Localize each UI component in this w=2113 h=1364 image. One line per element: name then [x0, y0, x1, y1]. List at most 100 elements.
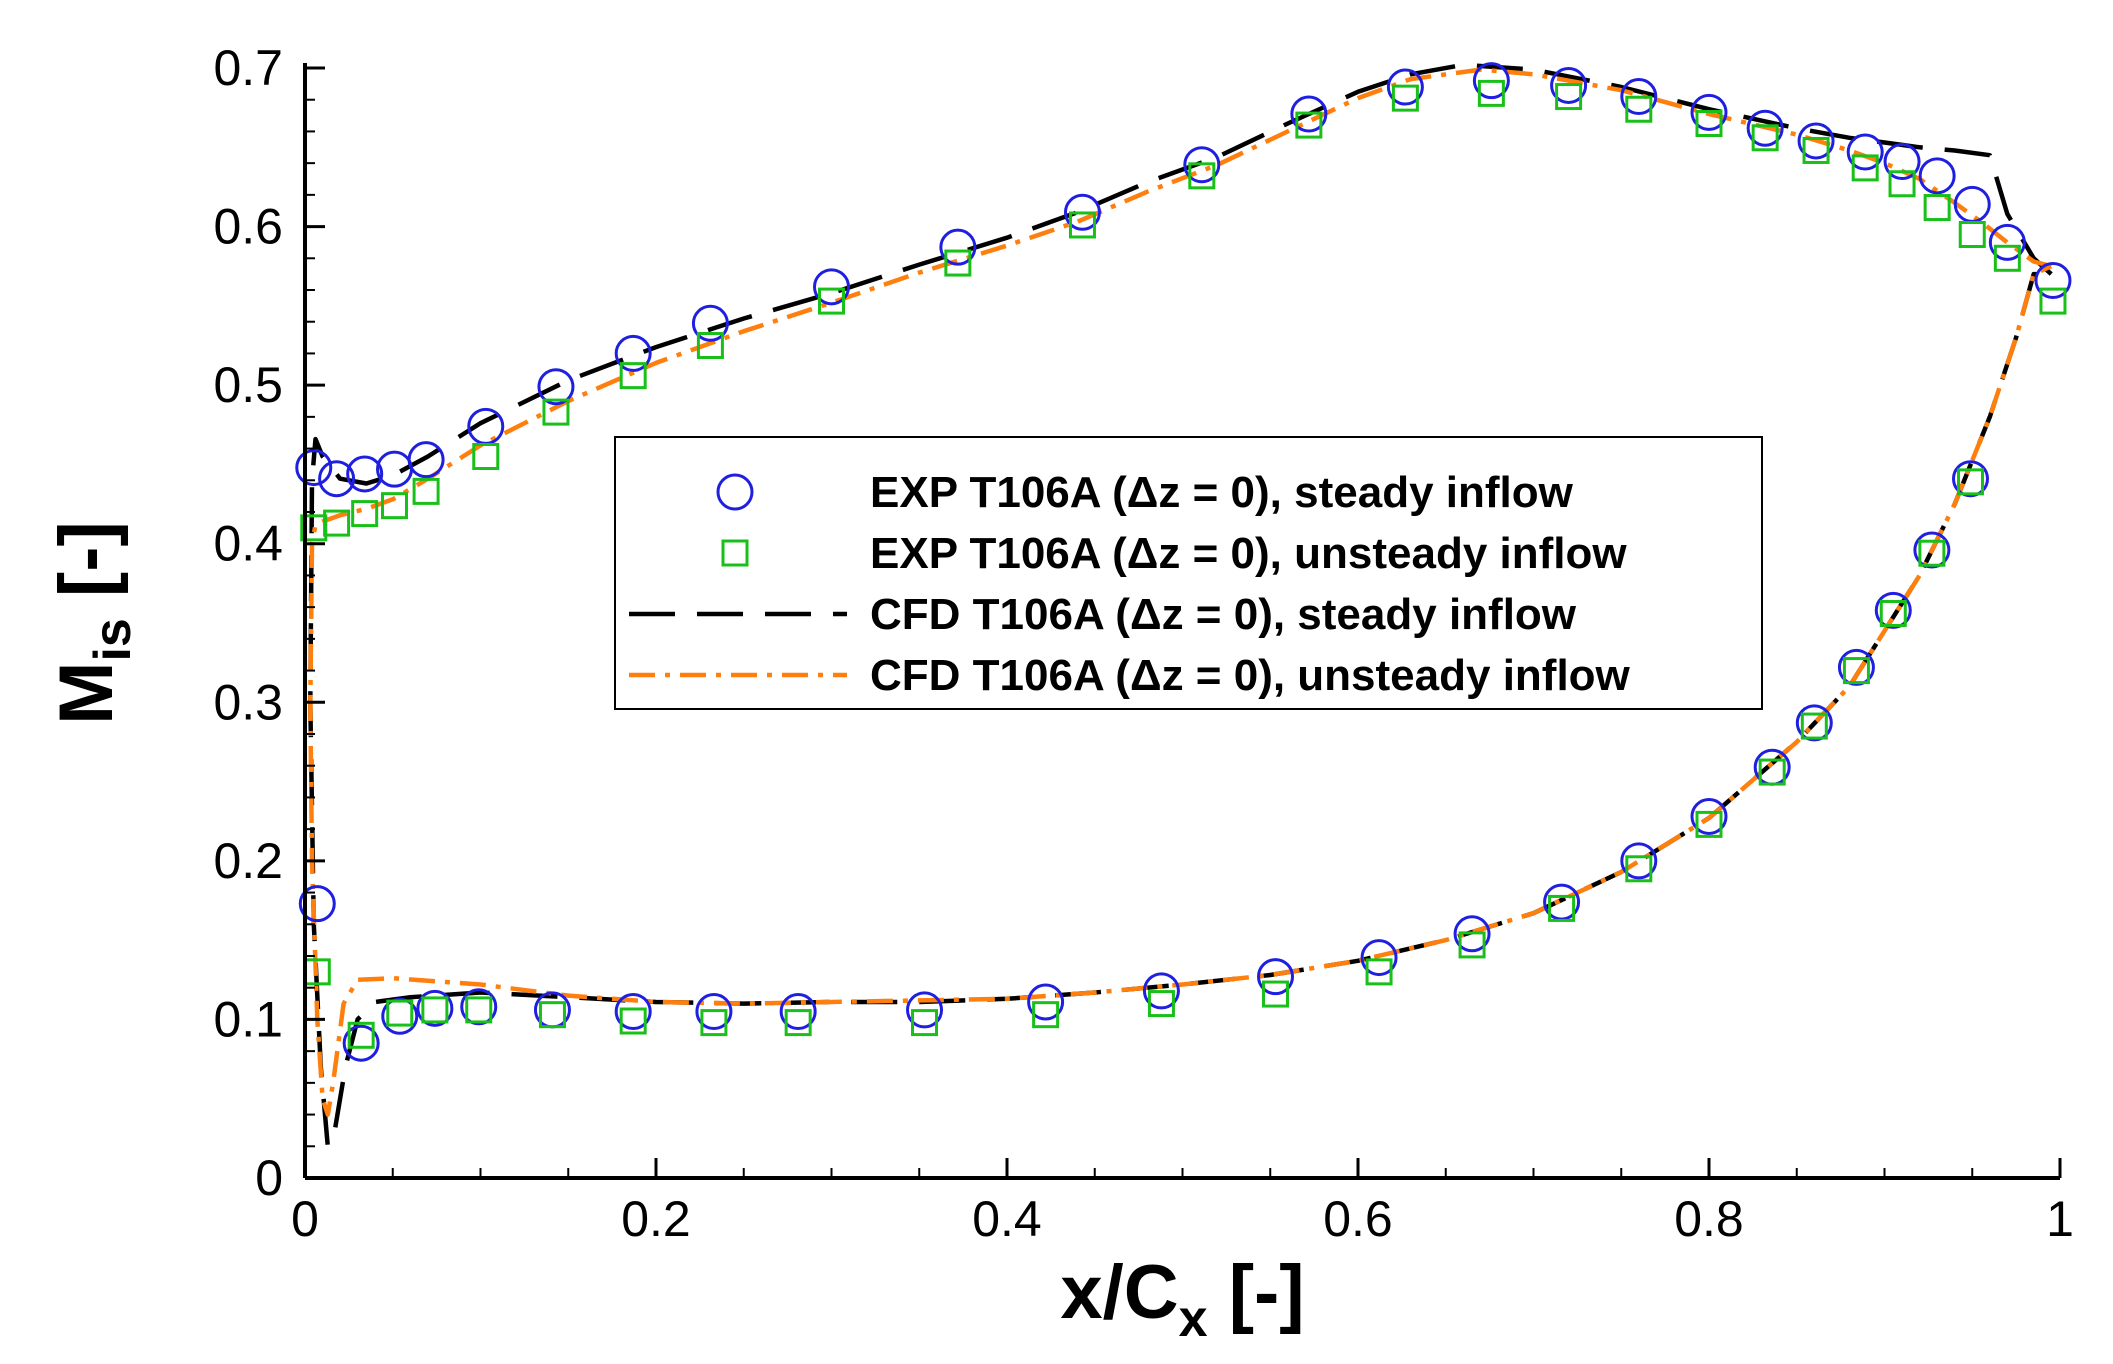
data-point-s1-48	[1879, 599, 1907, 627]
data-point-s0-34	[695, 993, 733, 1030]
x-tick-label-5: 1	[2046, 1191, 2074, 1247]
data-point-s0-11	[1063, 193, 1101, 231]
data-point-s0-37	[1027, 983, 1065, 1021]
data-point-s1-49	[1918, 539, 1946, 567]
data-point-s0-27	[298, 885, 336, 923]
data-point-s0-19	[1746, 109, 1784, 147]
data-point-s1-1	[323, 509, 351, 537]
data-point-s1-50	[1956, 468, 1984, 496]
x-tick-label-0: 0	[291, 1191, 319, 1247]
data-point-s1-10	[944, 249, 972, 277]
legend-label-2: CFD T106A (Δz = 0), steady inflow	[870, 590, 1577, 639]
data-point-s0-0	[295, 449, 333, 487]
data-point-s0-9	[813, 268, 850, 306]
data-point-s0-48	[1874, 591, 1912, 629]
data-point-s1-45	[1758, 758, 1786, 786]
data-point-s0-7	[614, 334, 652, 372]
axis-labels: x/Cx [-] Mis [-]	[44, 521, 1305, 1348]
data-point-s1-40	[1365, 958, 1393, 986]
data-point-s0-41	[1453, 915, 1491, 953]
data-point-s0-10	[939, 228, 977, 266]
x-tick-label-4: 0.8	[1674, 1191, 1744, 1247]
data-point-s0-36	[906, 991, 944, 1029]
data-point-s1-24	[1958, 221, 1986, 248]
data-point-s1-38	[1147, 990, 1175, 1018]
data-point-s1-28	[347, 1021, 375, 1049]
data-point-s0-38	[1142, 972, 1180, 1010]
data-point-s0-26	[2034, 261, 2072, 299]
y-tick-label-1: 0.1	[213, 991, 283, 1047]
legend: EXP T106A (Δz = 0), steady inflow EXP T10…	[614, 436, 1763, 710]
y-tick-label-2: 0.2	[213, 833, 283, 889]
legend-label-3: CFD T106A (Δz = 0), unsteady inflow	[870, 651, 1631, 700]
data-point-s1-16	[1555, 83, 1583, 111]
data-point-s1-15	[1477, 79, 1505, 107]
data-point-s1-44	[1695, 810, 1723, 838]
data-point-s1-36	[911, 1009, 939, 1037]
data-point-s1-2	[351, 500, 379, 528]
data-point-s0-23	[1918, 157, 1956, 195]
data-point-s0-28	[342, 1024, 380, 1062]
data-point-s0-33	[614, 993, 652, 1030]
data-point-s1-9	[818, 287, 845, 315]
data-point-s0-13	[1290, 95, 1328, 133]
data-point-s0-17	[1620, 78, 1658, 116]
data-point-s1-3	[381, 492, 409, 520]
legend-box	[614, 436, 1763, 710]
data-point-s1-46	[1800, 712, 1828, 740]
data-point-s0-40	[1360, 939, 1398, 977]
data-point-s1-47	[1842, 657, 1870, 685]
data-point-s1-11	[1068, 211, 1096, 239]
data-point-s0-43	[1620, 842, 1658, 880]
legend-label-1: EXP T106A (Δz = 0), unsteady inflow	[870, 529, 1627, 578]
data-point-s1-32	[538, 1001, 566, 1029]
data-point-s1-20	[1802, 136, 1830, 164]
data-point-s1-35	[784, 1009, 812, 1037]
data-point-s1-26	[2039, 287, 2067, 315]
data-point-s1-25	[1993, 244, 2021, 272]
data-point-s1-33	[619, 1007, 647, 1035]
axes: 0 0.2 0.4 0.6 0.8 1 0 0.1 0.2 0.3 0.4 0.5 0.6 0.7	[213, 40, 2073, 1247]
data-point-s0-1	[318, 460, 356, 498]
data-point-s0-4	[407, 441, 445, 479]
data-point-s1-7	[619, 362, 647, 390]
y-tick-label-6: 0.6	[213, 199, 283, 255]
data-point-s0-50	[1951, 460, 1989, 498]
data-point-s1-29	[386, 999, 414, 1027]
data-point-s1-37	[1032, 1001, 1060, 1029]
data-point-s1-41	[1458, 931, 1486, 959]
x-tick-label-1: 0.2	[621, 1191, 691, 1247]
data-point-s1-43	[1625, 855, 1653, 883]
data-point-s0-16	[1550, 66, 1588, 104]
data-point-s0-49	[1913, 531, 1951, 569]
y-tick-label-0: 0	[255, 1150, 283, 1206]
data-point-s1-21	[1851, 154, 1879, 182]
legend-symbol-1	[721, 539, 749, 567]
data-point-s0-29	[381, 997, 419, 1035]
y-tick-label-3: 0.3	[213, 674, 283, 730]
data-point-s0-8	[691, 304, 729, 342]
y-axis-title: Mis [-]	[44, 521, 142, 725]
legend-label-0: EXP T106A (Δz = 0), steady inflow	[870, 468, 1574, 517]
data-point-s1-8	[696, 332, 724, 359]
data-point-s0-44	[1690, 797, 1728, 835]
legend-symbol-0	[716, 473, 754, 511]
data-point-s0-31	[460, 988, 498, 1026]
data-point-s1-23	[1923, 194, 1951, 222]
y-tick-label-7: 0.7	[213, 40, 283, 96]
data-point-s1-19	[1751, 124, 1779, 152]
y-tick-label-4: 0.4	[213, 516, 283, 572]
data-point-s0-21	[1846, 133, 1884, 171]
data-point-s1-17	[1625, 95, 1653, 123]
data-point-s0-35	[779, 993, 817, 1030]
data-point-s0-39	[1257, 958, 1295, 996]
data-point-s1-4	[412, 477, 440, 505]
data-point-s1-31	[465, 996, 493, 1024]
data-point-s1-5	[472, 443, 500, 470]
data-point-s0-20	[1797, 122, 1835, 160]
data-point-s0-12	[1183, 146, 1221, 184]
data-point-s1-22	[1888, 170, 1916, 198]
x-tick-label-3: 0.6	[1323, 1191, 1393, 1247]
data-point-s1-42	[1548, 894, 1576, 922]
